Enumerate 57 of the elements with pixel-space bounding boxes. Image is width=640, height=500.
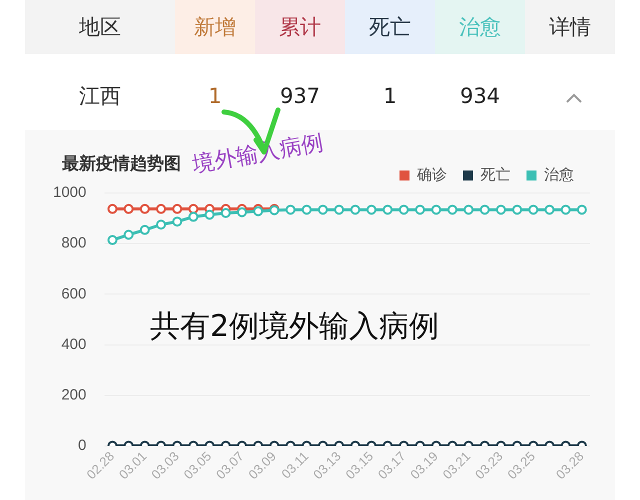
point <box>447 204 458 215</box>
point <box>286 204 296 215</box>
point <box>172 204 182 214</box>
point <box>236 207 247 218</box>
point <box>318 204 328 215</box>
legend-label: 死亡 <box>480 165 510 184</box>
point <box>188 212 198 222</box>
point <box>188 204 198 214</box>
point <box>124 204 134 214</box>
point <box>334 204 344 215</box>
point <box>302 204 312 215</box>
y-tick-label: 400 <box>61 336 86 353</box>
point <box>350 204 360 215</box>
point <box>512 204 522 215</box>
point <box>204 210 215 220</box>
point <box>480 204 490 215</box>
point <box>156 204 166 214</box>
legend-label: 确诊 <box>416 165 447 184</box>
annotation: 共有2例境外输入病例 <box>150 308 440 346</box>
point <box>576 204 587 215</box>
point <box>528 204 538 215</box>
point <box>366 204 376 215</box>
point <box>415 204 426 215</box>
point <box>544 204 555 215</box>
point <box>496 204 506 215</box>
text: 详情 <box>548 14 592 41</box>
point <box>172 216 182 227</box>
point <box>140 204 150 214</box>
point <box>124 230 134 240</box>
text: 新增 <box>175 0 255 54</box>
y-tick-label: 600 <box>61 285 86 302</box>
text: 死亡 <box>345 0 435 54</box>
point <box>464 204 474 215</box>
point <box>107 204 118 214</box>
point <box>431 204 442 215</box>
text: 累计 <box>255 0 345 54</box>
point <box>382 204 393 215</box>
text: 江西 <box>78 83 122 110</box>
point <box>156 220 166 230</box>
point <box>220 208 231 218</box>
text: 1 <box>382 83 398 110</box>
point <box>398 204 409 215</box>
legend-label: 治愈 <box>544 165 574 184</box>
text: 地区 <box>78 14 122 41</box>
y-tick-label: 1000 <box>52 184 86 202</box>
point <box>560 204 571 215</box>
text: 治愈 <box>435 0 525 54</box>
text: 934 <box>458 83 502 110</box>
point <box>253 206 264 216</box>
text: 1 <box>207 83 223 110</box>
text: 937 <box>278 83 322 110</box>
point <box>140 224 150 235</box>
point <box>107 235 118 246</box>
chart-title: 最新疫情趋势图 <box>62 153 181 175</box>
y-tick-label: 200 <box>61 386 86 404</box>
y-tick-label: 0 <box>78 437 86 454</box>
y-tick-label: 800 <box>61 234 86 252</box>
